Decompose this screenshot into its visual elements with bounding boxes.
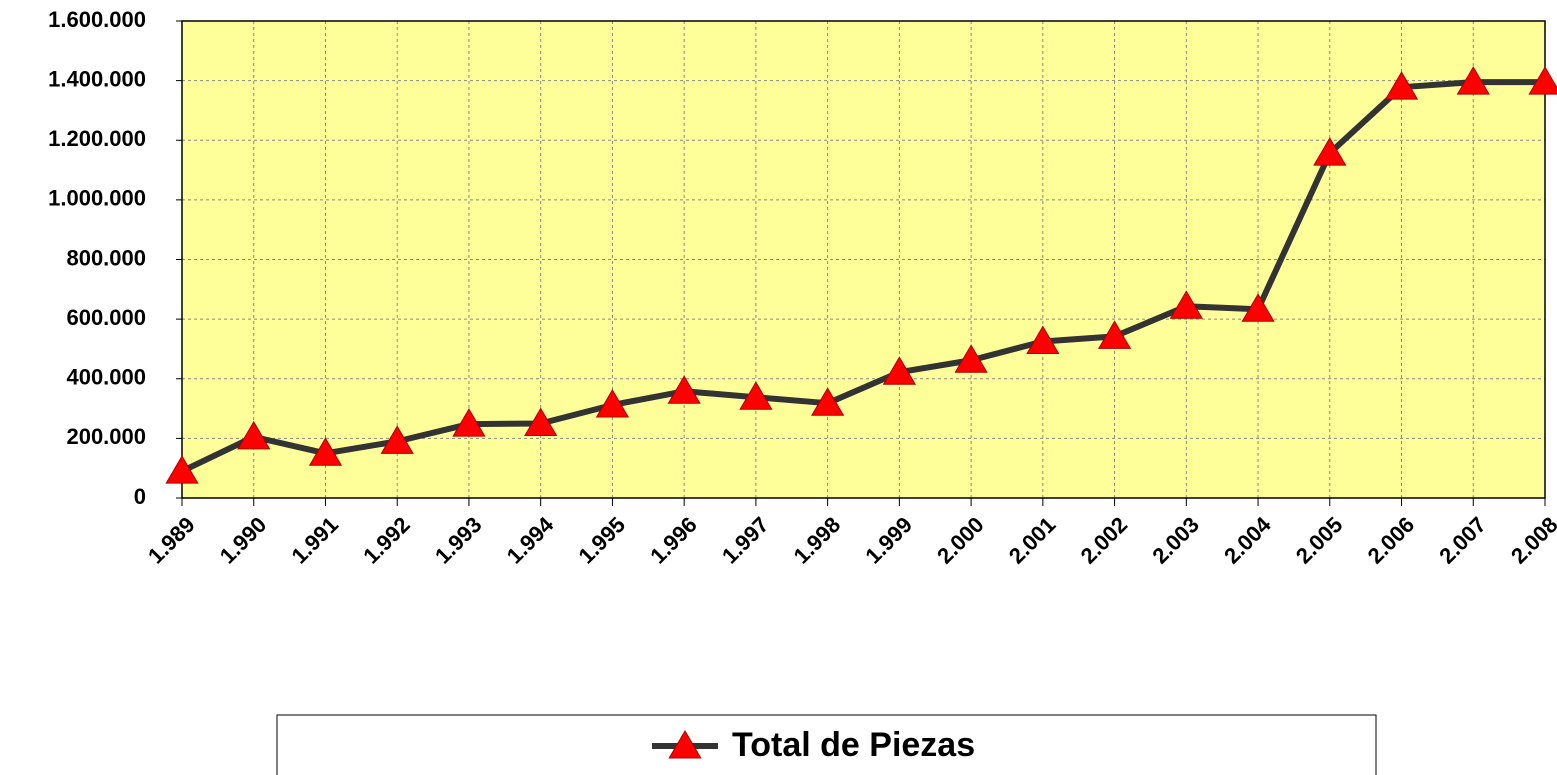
x-tick-label: 1.992 [358, 512, 415, 569]
legend-label: Total de Piezas [732, 726, 975, 764]
x-tick-label: 1.990 [215, 512, 272, 569]
data-marker [1241, 293, 1275, 322]
data-marker [1456, 66, 1490, 95]
data-marker [1313, 137, 1347, 166]
data-marker [308, 437, 343, 466]
x-tick-label: 2.008 [1506, 512, 1557, 569]
data-marker [1169, 290, 1203, 319]
legend-marker [668, 730, 702, 759]
x-tick-label: 2.002 [1076, 512, 1133, 569]
y-tick-label: 1.400.000 [48, 66, 146, 91]
y-tick-label: 800.000 [66, 245, 146, 270]
data-marker [237, 420, 271, 450]
data-marker [1026, 325, 1060, 354]
data-marker [524, 407, 558, 436]
data-marker [954, 344, 988, 373]
x-tick-label: 1.996 [645, 512, 702, 569]
y-tick-label: 400.000 [66, 365, 146, 390]
x-tick-label: 1.995 [573, 512, 630, 569]
x-tick-label: 2.006 [1363, 512, 1420, 569]
y-tick-label: 1.600.000 [48, 7, 146, 32]
x-tick-label: 1.993 [430, 512, 487, 569]
data-marker [811, 387, 845, 416]
data-marker [667, 375, 701, 404]
data-marker [739, 381, 773, 410]
x-tick-label: 1.989 [143, 512, 200, 569]
y-tick-label: 1.000.000 [48, 186, 146, 211]
y-tick-label: 1.200.000 [48, 126, 146, 151]
data-marker [1097, 320, 1132, 349]
y-tick-label: 200.000 [66, 424, 146, 449]
x-tick-label: 2.005 [1291, 512, 1348, 569]
plot-border [181, 20, 1546, 499]
x-tick-label: 2.003 [1147, 512, 1204, 569]
x-tick-label: 1.999 [860, 512, 917, 569]
data-line [180, 79, 1545, 474]
legend-box [276, 714, 1377, 775]
data-marker [595, 388, 630, 418]
data-marker [1528, 66, 1557, 95]
x-tick-label: 2.004 [1219, 511, 1276, 568]
data-marker [1384, 71, 1419, 100]
data-marker [165, 455, 199, 484]
x-tick-label: 2.000 [932, 512, 989, 569]
x-tick-label: 2.007 [1434, 512, 1491, 569]
data-marker [882, 356, 916, 385]
x-tick-label: 2.001 [1004, 512, 1061, 569]
x-tick-label: 1.998 [789, 512, 846, 569]
y-tick-label: 0 [134, 484, 146, 509]
x-tick-label: 1.997 [717, 512, 774, 569]
y-tick-label: 600.000 [66, 305, 146, 330]
x-tick-label: 1.991 [287, 512, 344, 569]
data-marker [380, 425, 414, 454]
data-marker [452, 408, 486, 437]
x-tick-label: 1.994 [502, 511, 559, 568]
